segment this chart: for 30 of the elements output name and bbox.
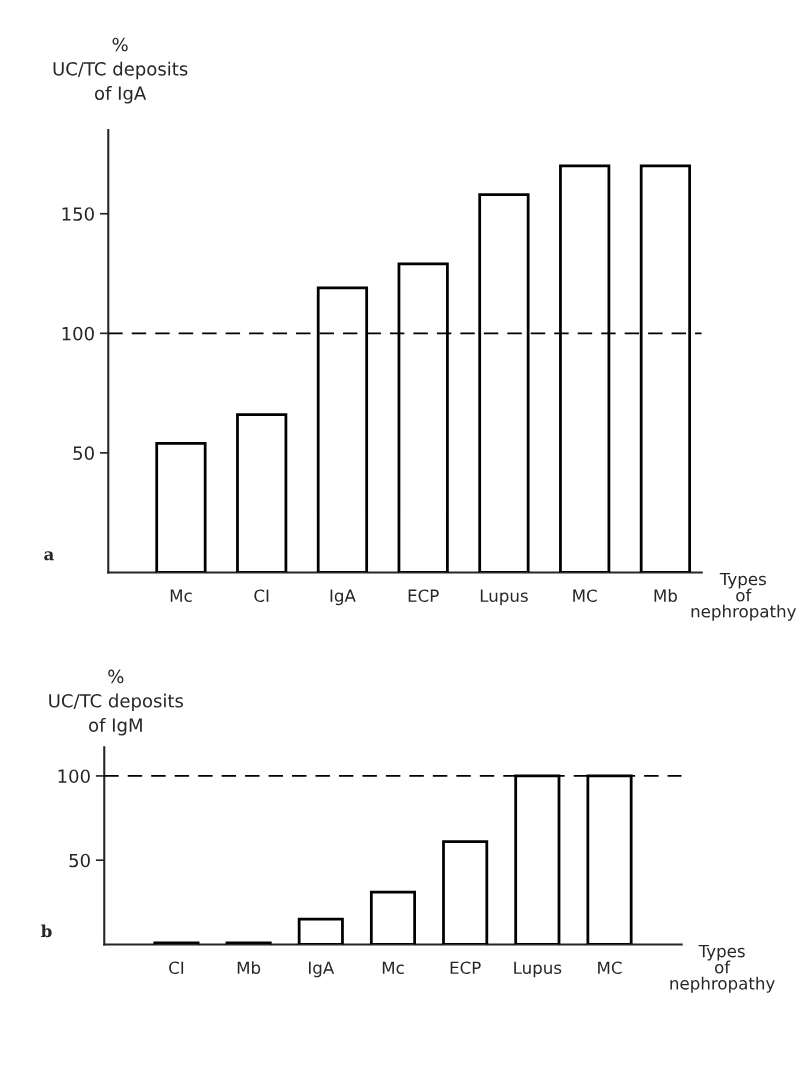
text: a (44, 551, 54, 561)
x-tick-label: MC (598, 961, 622, 975)
bar (155, 441, 207, 573)
y-tick-label: 50 (69, 853, 90, 868)
y-tick-label: 100 (62, 326, 94, 341)
x-tick-label: Mb (654, 589, 677, 603)
y-tick-label: 100 (58, 769, 90, 784)
bar (236, 413, 288, 573)
x-tick-label: Mc (382, 961, 404, 975)
bar (297, 917, 344, 945)
x-axis-title: Types of nephropathy (691, 572, 796, 621)
x-tick-label: Mc (170, 589, 192, 603)
x-tick-label: Lupus (514, 961, 562, 978)
bar (442, 840, 489, 945)
text: b (41, 924, 52, 938)
x-tick-label: MC (573, 589, 597, 603)
y-axis-title: % UC/TC deposits of IgM (49, 669, 184, 736)
x-tick-label: ECP (408, 589, 439, 603)
y-tick-label: 50 (73, 446, 94, 460)
x-tick-label: Lupus (480, 589, 528, 606)
x-tick-label: Mb (237, 961, 261, 975)
x-tick-label: IgA (330, 589, 356, 606)
x-tick-label: IgA (308, 961, 335, 978)
y-tick-label: 150 (62, 207, 94, 221)
x-axis-title: Types of nephropathy (670, 944, 775, 993)
bar (369, 890, 417, 945)
y-axis-title: % UC/TC deposits of IgA (53, 37, 188, 104)
x-tick-label: CI (169, 961, 184, 975)
x-tick-label: ECP (450, 961, 481, 975)
x-tick-label: CI (254, 589, 269, 603)
